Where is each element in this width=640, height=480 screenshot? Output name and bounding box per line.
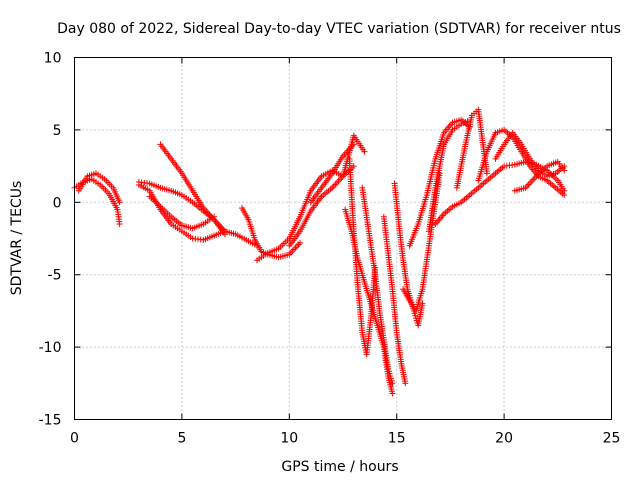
y-tick-label: 10 <box>44 51 62 67</box>
x-tick-label: 0 <box>70 431 79 447</box>
y-tick-label: -15 <box>39 413 62 429</box>
data-point <box>402 380 409 387</box>
x-tick-label: 10 <box>280 431 298 447</box>
data-point <box>221 231 228 238</box>
chart-title: Day 080 of 2022, Sidereal Day-to-day VTE… <box>57 21 621 37</box>
data-point <box>211 213 218 220</box>
axis-ticks: 0 5 10 15 20 25 -15 -10 -5 0 5 10 <box>39 51 621 447</box>
data-point <box>561 167 568 174</box>
data-point <box>561 192 568 199</box>
grid-layer <box>74 57 612 420</box>
y-tick-label: 0 <box>53 195 62 211</box>
x-axis-label: GPS time / hours <box>281 459 398 475</box>
data-point <box>464 118 471 125</box>
y-tick-label: -5 <box>48 268 62 284</box>
y-axis-label: SDTVAR / TECUs <box>9 181 25 296</box>
data-point <box>350 141 357 148</box>
data-point <box>389 390 396 397</box>
y-tick-label: -10 <box>39 340 62 356</box>
data-point <box>361 148 368 155</box>
y-tick-label: 5 <box>53 123 62 139</box>
x-tick-label: 20 <box>495 431 513 447</box>
data-point <box>419 300 426 307</box>
plot-frame <box>74 57 612 420</box>
data-point <box>116 221 123 228</box>
x-tick-label: 25 <box>603 431 621 447</box>
data-points <box>71 106 568 397</box>
data-point <box>297 239 304 246</box>
x-tick-label: 5 <box>177 431 186 447</box>
data-point <box>389 380 396 387</box>
data-point <box>116 199 123 206</box>
data-point <box>483 170 490 177</box>
x-tick-label: 15 <box>388 431 406 447</box>
